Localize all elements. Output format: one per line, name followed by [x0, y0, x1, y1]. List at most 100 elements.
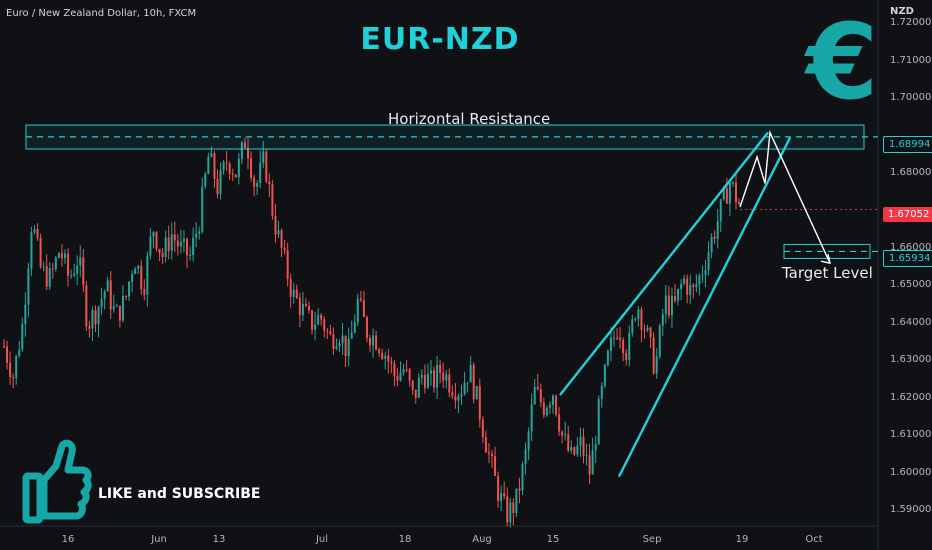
candle-body	[478, 385, 481, 420]
wedge-lower-line	[617, 137, 792, 478]
candle-body	[433, 370, 436, 388]
y-tick-label: 1.70000	[890, 92, 932, 104]
candle-body	[503, 493, 506, 497]
candle-body	[97, 306, 100, 325]
candle-body	[228, 163, 231, 174]
candle-body	[402, 369, 405, 373]
candle-body	[317, 315, 320, 325]
candle-body	[475, 385, 478, 400]
candle-body	[716, 221, 719, 239]
candle-body	[463, 382, 466, 395]
candle-body	[536, 386, 539, 390]
candle-body	[597, 398, 600, 445]
candle-body	[469, 364, 472, 383]
candle-body	[106, 280, 109, 292]
candle-body	[735, 182, 737, 203]
candle-body	[24, 304, 27, 324]
candle-body	[54, 257, 57, 269]
candle-body	[417, 377, 420, 398]
x-tick-label: Jun	[151, 534, 167, 545]
candle-body	[399, 372, 402, 381]
thumbs-up-icon	[22, 439, 92, 524]
candle-body	[457, 396, 460, 401]
candle-body	[173, 234, 176, 241]
candle-body	[274, 215, 277, 235]
x-tick-label: Aug	[472, 534, 492, 545]
y-tick-label: 1.66000	[890, 241, 932, 253]
candle-body	[262, 151, 265, 163]
candle-body	[430, 370, 432, 374]
candle-body	[353, 322, 356, 333]
candle-body	[686, 278, 689, 295]
candle-body	[225, 162, 228, 164]
resistance-price-tag: 1.68994	[883, 136, 932, 153]
candle-body	[719, 199, 722, 222]
candle-body	[414, 389, 417, 398]
candle-body	[646, 327, 649, 331]
candle-body	[198, 231, 201, 234]
candle-body	[640, 309, 643, 330]
candle-body	[250, 158, 253, 178]
candle-body	[542, 402, 545, 416]
candle-body	[738, 202, 741, 205]
candle-body	[387, 355, 390, 362]
candle-body	[292, 289, 295, 297]
candle-body	[698, 275, 701, 285]
candle-body	[12, 376, 15, 379]
candle-body	[728, 182, 731, 204]
candle-body	[451, 392, 454, 396]
candle-body	[131, 273, 134, 282]
candle-body	[94, 310, 97, 325]
candle-body	[298, 298, 301, 316]
candle-body	[436, 364, 439, 388]
candle-body	[64, 253, 66, 259]
candle-body	[713, 236, 716, 239]
y-tick-label: 1.60000	[890, 466, 932, 478]
candle-body	[271, 184, 274, 216]
x-tick-label: 18	[398, 534, 412, 545]
candle-body	[219, 170, 222, 195]
candle-body	[454, 395, 457, 401]
candle-body	[9, 362, 12, 377]
candle-body	[213, 153, 216, 180]
candle-body	[570, 447, 573, 451]
candle-body	[545, 407, 548, 416]
candle-body	[420, 374, 423, 378]
x-tick-label: Oct	[805, 534, 823, 545]
candle-body	[411, 380, 414, 390]
candle-body	[423, 374, 426, 388]
candle-body	[670, 296, 673, 316]
candle-body	[491, 453, 493, 457]
candle-body	[552, 395, 554, 405]
candle-body	[45, 266, 48, 287]
candle-body	[155, 232, 158, 250]
candle-body	[115, 305, 118, 307]
candle-body	[335, 346, 338, 349]
candle-body	[378, 349, 381, 353]
candle-body	[439, 364, 442, 373]
candle-body	[234, 174, 237, 178]
candle-body	[527, 431, 530, 450]
candle-body	[268, 181, 271, 185]
candle-body	[295, 289, 298, 299]
candle-body	[350, 332, 353, 339]
candle-body	[603, 364, 606, 386]
candle-body	[347, 338, 350, 357]
candle-body	[609, 337, 612, 351]
candle-body	[500, 493, 503, 501]
candle-body	[481, 419, 484, 438]
candle-body	[109, 280, 112, 310]
candle-body	[189, 254, 192, 256]
candle-body	[33, 229, 36, 233]
candle-body	[118, 305, 121, 321]
candle-body	[265, 151, 268, 182]
candle-body	[533, 386, 536, 405]
candle-body	[289, 278, 292, 297]
candle-body	[91, 310, 94, 329]
chart-title: EUR-NZD	[360, 22, 520, 57]
candle-body	[320, 315, 323, 320]
candle-body	[548, 404, 551, 408]
candle-body	[701, 274, 704, 276]
candle-body	[73, 273, 76, 276]
